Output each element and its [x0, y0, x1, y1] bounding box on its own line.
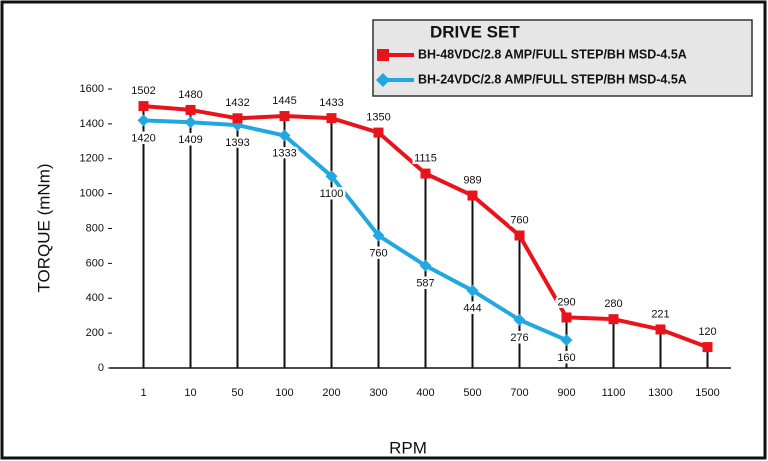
x-tick-label: 50 [231, 387, 243, 399]
data-label: 760 [510, 214, 528, 226]
data-label: 1100 [320, 188, 344, 200]
y-tick-label: 1400 [80, 118, 104, 130]
point [325, 170, 338, 183]
point [372, 229, 385, 242]
data-label: 1432 [225, 97, 249, 109]
point [326, 113, 337, 124]
x-tick-label: 300 [369, 387, 387, 399]
point [419, 259, 432, 272]
data-label: 1350 [366, 112, 390, 124]
data-label: 280 [604, 298, 622, 310]
y-tick-label: 1000 [80, 188, 104, 200]
point [137, 114, 150, 127]
point [279, 111, 290, 122]
data-label: 1409 [178, 134, 202, 146]
data-label: 1393 [225, 137, 249, 149]
legend: DRIVE SET BH-48VDC/2.8 AMP/FULL STEP/BH … [372, 19, 753, 97]
point [514, 230, 525, 241]
x-tick-label: 1500 [695, 387, 719, 399]
x-tick-label: 400 [416, 387, 434, 399]
x-tick-label: 700 [510, 387, 528, 399]
legend-label: BH-48VDC/2.8 AMP/FULL STEP/BH MSD-4.5A [418, 47, 687, 61]
point [561, 312, 572, 323]
data-label: 587 [416, 278, 434, 290]
data-label: 160 [557, 352, 575, 364]
x-tick-label: 10 [184, 387, 196, 399]
legend-box [372, 19, 753, 97]
data-label: 120 [698, 326, 716, 338]
point [608, 314, 619, 325]
point [467, 190, 478, 201]
y-tick-label: 600 [86, 257, 104, 269]
series-line [143, 118, 568, 342]
x-axis-title: RPM [389, 438, 427, 457]
point [185, 104, 196, 115]
point [184, 116, 197, 129]
point [232, 113, 243, 124]
data-label: 1433 [319, 97, 343, 109]
data-label: 221 [651, 308, 669, 320]
data-label: 444 [463, 302, 481, 314]
point [138, 101, 149, 112]
y-tick-label: 400 [86, 292, 104, 304]
x-tick-label: 1100 [602, 387, 626, 399]
y-axis-title: TORQUE (mNm) [34, 163, 53, 292]
y-tick-label: 1600 [80, 83, 104, 95]
data-label: 1445 [272, 95, 296, 107]
point [373, 127, 384, 138]
data-label: 1420 [131, 132, 155, 144]
data-label: 1115 [414, 152, 437, 164]
y-tick-label: 200 [86, 327, 104, 339]
point [513, 313, 526, 326]
point [560, 334, 573, 347]
x-tick-label: 200 [322, 387, 340, 399]
x-tick-label: 500 [463, 387, 481, 399]
point [278, 129, 291, 142]
point [466, 284, 479, 297]
x-tick-label: 1 [140, 387, 146, 399]
legend-title: DRIVE SET [430, 22, 520, 41]
data-label: 276 [510, 332, 528, 344]
point [702, 342, 713, 353]
legend-marker [376, 73, 390, 87]
y-tick-label: 1200 [80, 153, 104, 165]
data-label: 1333 [272, 147, 296, 159]
y-tick-label: 0 [98, 362, 104, 374]
data-label: 760 [369, 247, 387, 259]
data-label: 1502 [131, 85, 155, 97]
x-tick-label: 100 [275, 387, 293, 399]
data-label: 290 [557, 296, 575, 308]
x-tick-label: 1300 [648, 387, 672, 399]
x-tick-label: 900 [557, 387, 575, 399]
point [420, 168, 431, 179]
legend-marker [377, 49, 389, 61]
legend-label: BH-24VDC/2.8 AMP/FULL STEP/BH MSD-4.5A [418, 72, 687, 86]
point [655, 324, 666, 335]
y-tick-label: 800 [86, 222, 104, 234]
data-label: 1480 [178, 89, 202, 101]
data-label: 989 [463, 174, 481, 186]
